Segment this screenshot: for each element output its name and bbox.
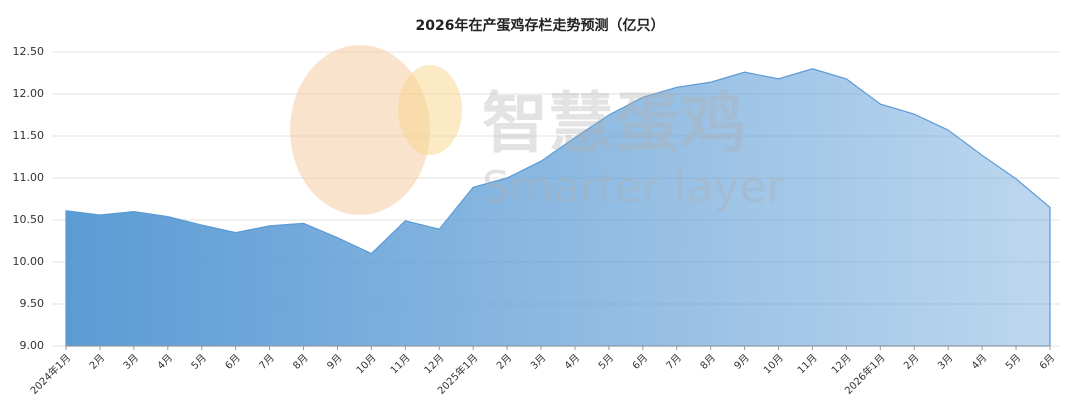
x-tick-label: 8月 [698,352,718,372]
x-tick-label: 4月 [155,352,175,372]
watermark-cn: 智慧蛋鸡 [482,85,746,162]
x-tick-label: 3月 [528,352,548,372]
x-tick-label: 6月 [630,352,650,372]
x-tick-label: 4月 [969,352,989,372]
x-tick-label: 2月 [494,352,514,372]
y-tick-label: 9.00 [20,339,45,352]
x-tick-label: 5月 [189,352,209,372]
x-tick-label: 7月 [257,352,277,372]
watermark-en: Smarter layer [482,162,786,213]
y-tick-label: 11.50 [13,129,45,142]
x-tick-label: 12月 [829,352,854,377]
x-tick-label: 6月 [1037,352,1057,372]
x-tick-label: 2月 [901,352,921,372]
x-tick-label: 8月 [291,352,311,372]
x-tick-label: 4月 [562,352,582,372]
chart-title: 2026年在产蛋鸡存栏走势预测（亿只） [416,17,665,34]
x-tick-label: 10月 [761,352,786,377]
x-tick-label: 9月 [732,352,752,372]
y-tick-label: 10.00 [13,255,45,268]
y-tick-label: 12.50 [13,45,45,58]
watermark-chick [398,65,462,155]
x-tick-label: 5月 [596,352,616,372]
y-tick-label: 10.50 [13,213,45,226]
y-tick-label: 11.00 [13,171,45,184]
y-tick-label: 9.50 [20,297,45,310]
y-tick-label: 12.00 [13,87,45,100]
x-tick-label: 7月 [664,352,684,372]
x-tick-label: 3月 [121,352,141,372]
x-tick-label: 11月 [388,352,413,377]
x-tick-label: 9月 [325,352,345,372]
x-tick-label: 10月 [354,352,379,377]
watermark-egg [290,45,430,215]
x-tick-label: 11月 [795,352,820,377]
x-tick-label: 12月 [422,352,447,377]
x-tick-label: 2月 [87,352,107,372]
x-tick-label: 2024年1月 [27,351,73,397]
x-tick-label: 3月 [935,352,955,372]
area [65,68,1051,347]
plot [65,68,1051,347]
x-tick-label: 5月 [1003,352,1023,372]
x-tick-label: 6月 [223,352,243,372]
watermark: 智慧蛋鸡 Smarter layer [290,45,786,215]
